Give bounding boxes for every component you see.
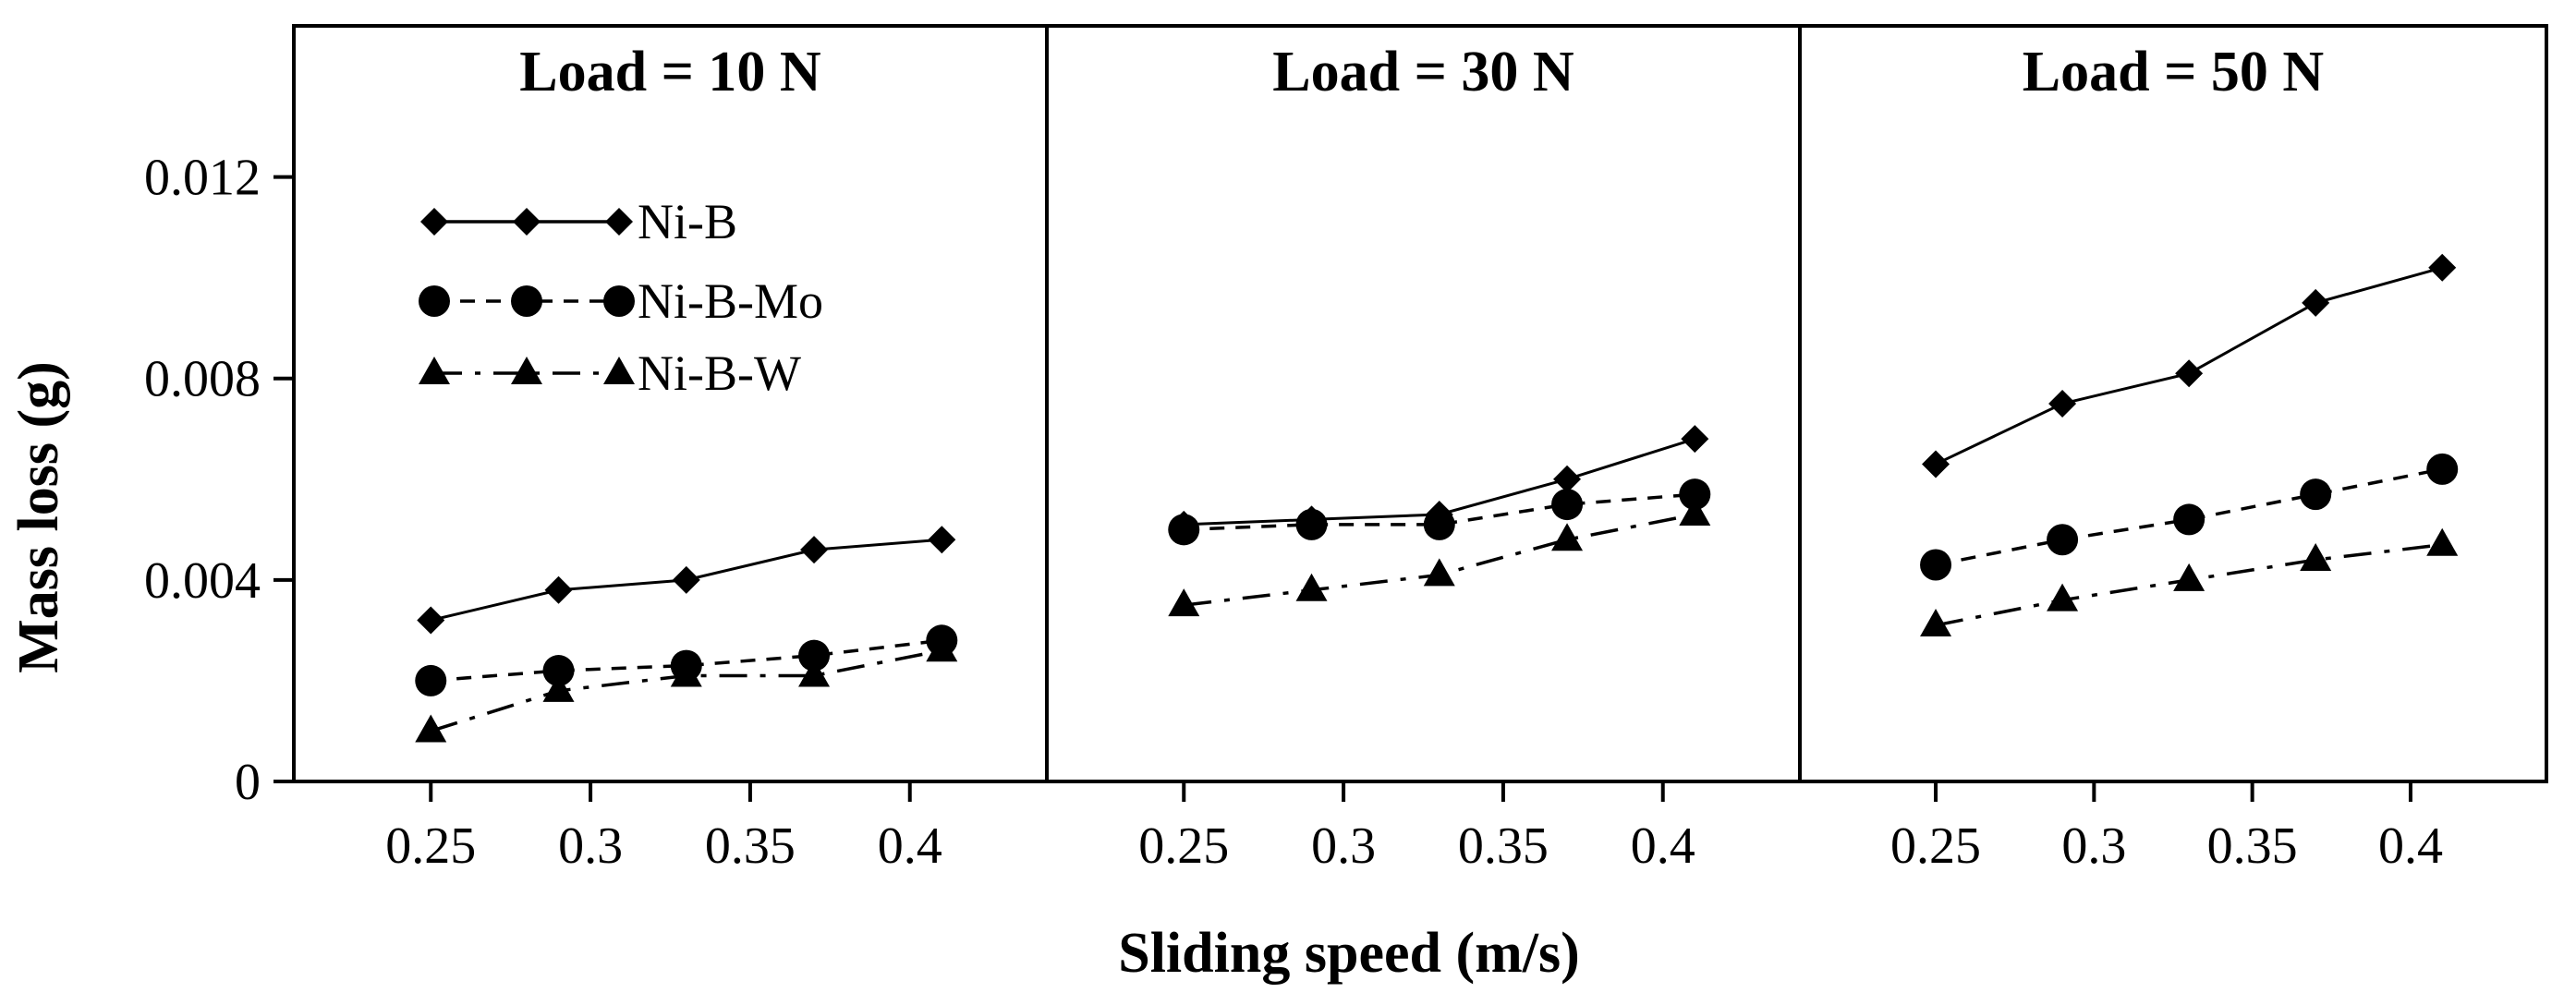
data-point-ni-b-mo: [1551, 489, 1584, 521]
panel-title: Load = 50 N: [2023, 41, 2324, 103]
data-point-ni-b-mo: [1295, 508, 1328, 540]
series-line-ni-b-mo: [1184, 492, 1695, 532]
data-point-ni-b-w: [1679, 497, 1711, 526]
x-tick-label: 0.35: [2207, 817, 2298, 875]
legend-label-ni-b-w: Ni-B-W: [638, 345, 801, 401]
panel-1: Load = 10 N 0.25 0.3 0.35 0.4: [385, 41, 958, 875]
panel-2: Load = 30 N 0.25 0.3 0.35 0.4: [1138, 41, 1711, 875]
data-point-ni-b-mo: [1168, 514, 1200, 546]
legend-marker-ni-b: [513, 208, 541, 236]
data-point-ni-b: [2428, 253, 2457, 282]
data-point-ni-b-w: [1920, 608, 1952, 636]
legend-marker-ni-b-w: [603, 357, 635, 384]
x-tick-label: 0.3: [558, 817, 623, 875]
legend-marker-ni-b-w: [511, 357, 542, 384]
data-point-ni-b-mo: [1679, 478, 1711, 511]
data-point-ni-b-w: [2047, 583, 2079, 611]
legend-marker-ni-b-mo: [511, 285, 542, 317]
data-point-ni-b: [800, 536, 829, 564]
legend-marker-ni-b-mo: [419, 285, 450, 317]
x-tick-label: 0.4: [2378, 817, 2443, 875]
x-tick-label: 0.35: [705, 817, 796, 875]
data-point-ni-b: [417, 606, 445, 635]
data-point-ni-b-w: [1295, 573, 1328, 601]
x-tick-label: 0.35: [1458, 817, 1549, 875]
data-point-ni-b-mo: [415, 664, 447, 696]
data-point-ni-b: [1681, 425, 1709, 454]
y-axis-label: Mass loss (g): [7, 361, 70, 673]
data-point-ni-b-w: [2300, 543, 2332, 572]
data-point-ni-b-mo: [1920, 549, 1952, 581]
legend-marker-ni-b: [605, 208, 633, 236]
data-point-ni-b-w: [542, 673, 575, 702]
y-tick-label: 0.008: [144, 351, 261, 408]
data-point-ni-b-w: [1423, 558, 1455, 587]
y-tick-label: 0.012: [144, 150, 261, 207]
data-point-ni-b-w: [415, 714, 447, 743]
panel-3: Load = 50 N 0.25 0.3 0.35 0.4: [1890, 41, 2459, 875]
y-tick-label: 0: [235, 754, 261, 811]
data-point-ni-b-w: [1551, 523, 1584, 551]
data-point-ni-b-w: [2426, 527, 2459, 556]
plot-frame: [292, 24, 2548, 783]
x-tick-label: 0.3: [1311, 817, 1376, 875]
data-point-ni-b-mo: [2173, 503, 2205, 536]
data-point-ni-b-mo: [542, 655, 575, 687]
series-line-ni-b-mo: [431, 638, 942, 683]
data-point-ni-b-mo: [798, 639, 831, 672]
legend-marker-ni-b-w: [419, 357, 450, 384]
data-point-ni-b: [1553, 465, 1582, 493]
data-point-ni-b: [1922, 450, 1950, 478]
legend-marker-ni-b-mo: [603, 285, 635, 317]
data-point-ni-b-w: [926, 634, 958, 662]
series-line-ni-b-mo: [1935, 467, 2443, 567]
y-tick-label: 0.004: [144, 552, 261, 610]
x-tick-label: 0.4: [1631, 817, 1695, 875]
data-point-ni-b: [2302, 288, 2330, 317]
data-point-ni-b: [2175, 359, 2204, 388]
data-point-ni-b-mo: [2426, 453, 2459, 485]
panel-title: Load = 30 N: [1272, 41, 1574, 103]
data-point-ni-b: [544, 575, 573, 604]
data-point-ni-b: [672, 565, 700, 594]
legend-label-ni-b: Ni-B: [638, 194, 737, 249]
data-point-ni-b-mo: [2047, 524, 2079, 556]
data-point-ni-b-w: [2173, 563, 2205, 591]
x-tick-label: 0.4: [878, 817, 942, 875]
data-point-ni-b: [2048, 390, 2077, 418]
data-point-ni-b: [928, 526, 956, 554]
panel-title: Load = 10 N: [519, 41, 820, 103]
data-point-ni-b-mo: [1423, 508, 1455, 540]
data-point-ni-b-mo: [2300, 478, 2332, 511]
data-point-ni-b-w: [670, 659, 702, 687]
x-tick-label: 0.25: [1890, 817, 1981, 875]
plot-area: 0 0.004 0.008 0.012 Load = 10 N 0.25 0.3 0.35 0.…: [144, 24, 2548, 875]
x-tick-label: 0.3: [2061, 817, 2126, 875]
data-point-ni-b-w: [798, 659, 831, 687]
x-axis-label: Sliding speed (m/s): [1118, 922, 1580, 985]
x-tick-label: 0.25: [1138, 817, 1229, 875]
legend-label-ni-b-mo: Ni-B-Mo: [638, 273, 823, 329]
x-tick-label: 0.25: [385, 817, 476, 875]
legend-marker-ni-b: [420, 208, 448, 236]
data-point-ni-b-w: [1168, 588, 1200, 617]
legend: Ni-B Ni-B-Mo Ni-B-W: [419, 194, 823, 401]
